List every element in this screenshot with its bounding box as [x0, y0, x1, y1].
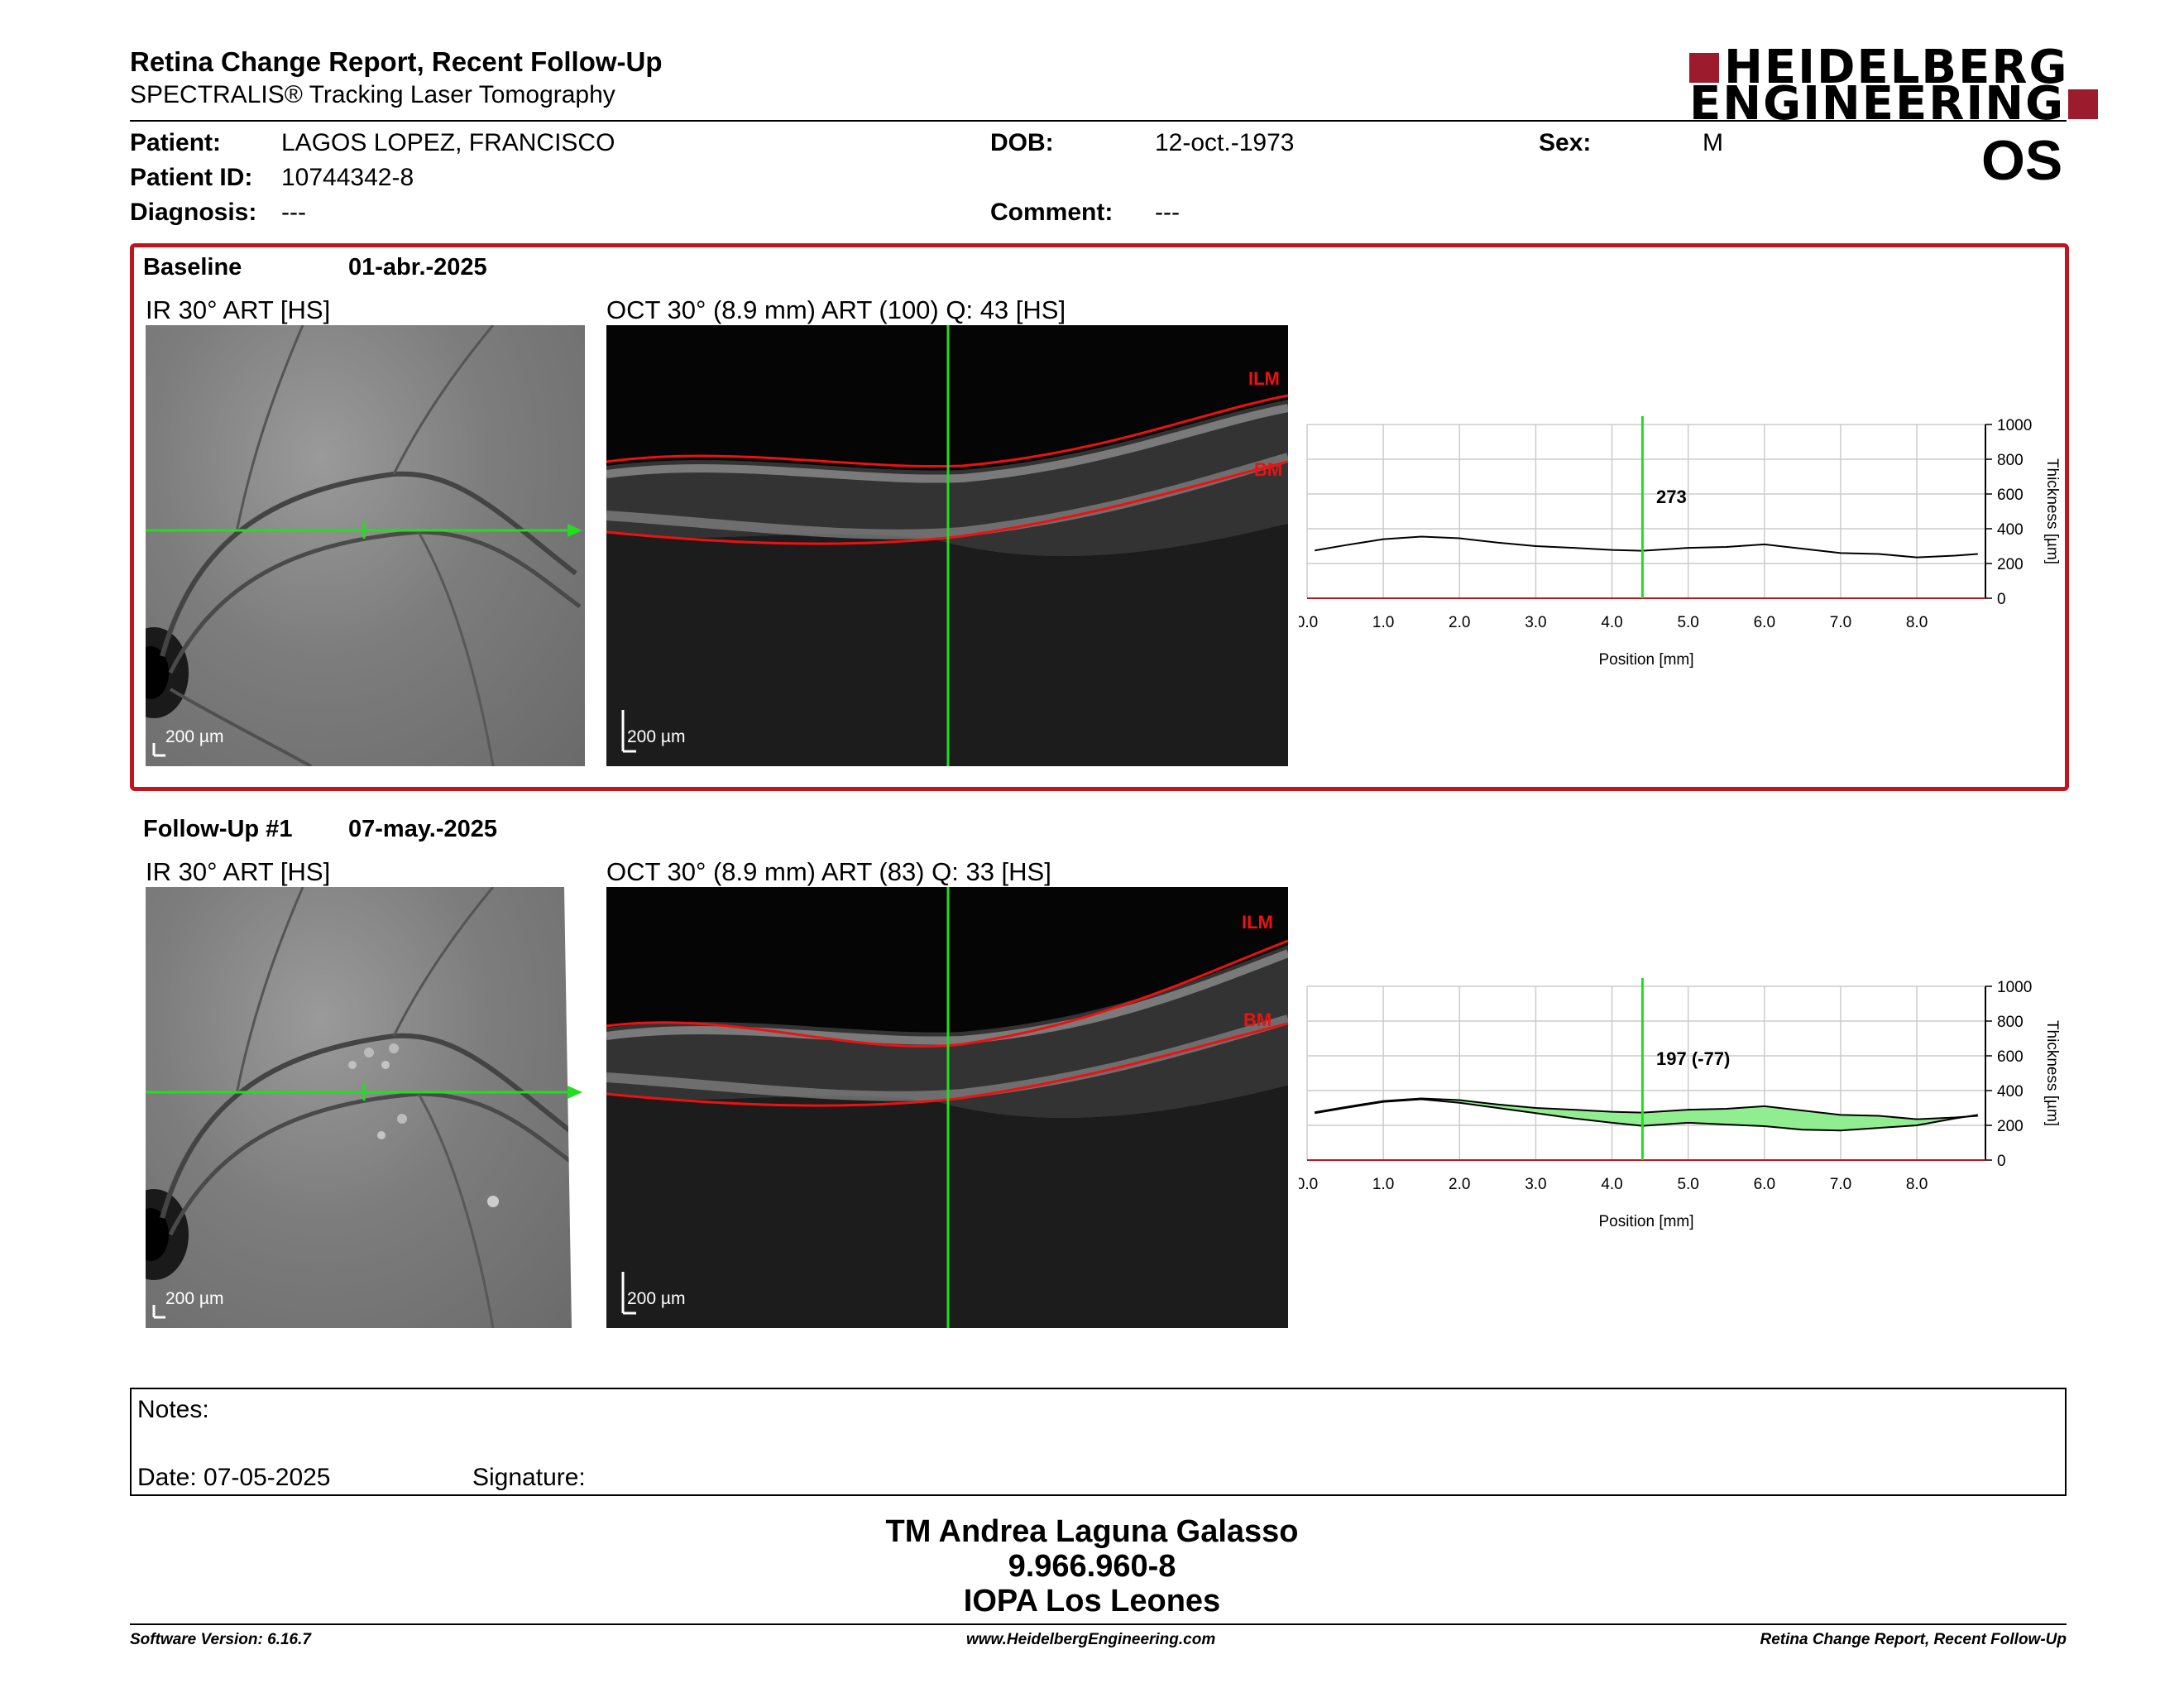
- notes-box[interactable]: Notes: Date: 07-05-2025 Signature:: [130, 1388, 2067, 1496]
- followup-cursor-value: 197 (-77): [1656, 1048, 1731, 1069]
- brand-logo-line2: ENGINEERING: [1689, 77, 2099, 131]
- baseline-ir-vessels: [146, 325, 582, 766]
- x-tick-label: 0.0: [1299, 1176, 1318, 1193]
- x-tick-label: 6.0: [1754, 1176, 1775, 1193]
- baseline-section: [130, 243, 2069, 791]
- followup-oct-label: OCT 30° (8.9 mm) ART (83) Q: 33 [HS]: [606, 857, 1051, 886]
- x-tick-label: 0.0: [1299, 614, 1318, 631]
- logo-square-icon: [1689, 53, 1719, 83]
- baseline-label: Baseline: [143, 254, 242, 281]
- logo-square-icon-2: [2068, 89, 2099, 119]
- footer-website[interactable]: www.HeidelbergEngineering.com: [966, 1631, 1216, 1648]
- followup-date: 07-may.-2025: [348, 816, 498, 842]
- baseline-cursor-value: 273: [1656, 487, 1687, 507]
- sex-value: M: [1703, 129, 1723, 156]
- followup-ir-vessels: [146, 887, 585, 1328]
- comment-label: Comment:: [990, 199, 1114, 226]
- y-tick-label: 400: [1997, 521, 2024, 539]
- y-tick-label: 600: [1997, 487, 2024, 504]
- dob-value: 12-oct.-1973: [1155, 129, 1295, 156]
- followup-oct-image[interactable]: ILM BM 200 µm: [606, 887, 1288, 1328]
- followup-ir-scale: 200 µm: [165, 1289, 224, 1308]
- x-axis-title: Position [mm]: [1598, 651, 1693, 669]
- thickness-series-0: [1315, 535, 1978, 559]
- y-tick-label: 400: [1997, 1083, 2024, 1101]
- report-title: Retina Change Report, Recent Follow-Up: [130, 46, 663, 77]
- x-tick-label: 3.0: [1525, 1176, 1546, 1193]
- baseline-bm-label: BM: [1254, 459, 1283, 480]
- baseline-ir-scale: 200 µm: [165, 727, 224, 746]
- y-axis-title: Thickness [µm]: [2043, 458, 2061, 564]
- x-tick-label: 5.0: [1677, 614, 1698, 631]
- y-tick-label: 200: [1997, 1118, 2024, 1135]
- baseline-oct-label: OCT 30° (8.9 mm) ART (100) Q: 43 [HS]: [606, 295, 1066, 324]
- brand-logo-line1: HEIDELBERG: [1689, 45, 2068, 91]
- header-divider: [130, 120, 2067, 122]
- baseline-oct-image[interactable]: ILM BM 200 µm: [606, 325, 1288, 766]
- logo-text-1: HEIDELBERG: [1724, 41, 2069, 94]
- baseline-oct-bscan: [606, 325, 1288, 766]
- signer-id: 9.966.960-8: [1008, 1549, 1176, 1584]
- y-tick-label: 0: [1997, 1153, 2006, 1170]
- followup-bm-label: BM: [1243, 1009, 1272, 1030]
- notes-signature-label: Signature:: [472, 1464, 586, 1491]
- patient-value: LAGOS LOPEZ, FRANCISCO: [281, 129, 615, 156]
- x-axis-title: Position [mm]: [1598, 1213, 1693, 1230]
- patient-id-label: Patient ID:: [130, 164, 253, 191]
- x-tick-label: 1.0: [1372, 614, 1394, 631]
- dob-label: DOB:: [990, 129, 1054, 156]
- x-tick-label: 2.0: [1449, 1176, 1470, 1193]
- baseline-ir-label: IR 30° ART [HS]: [146, 295, 331, 324]
- x-tick-label: 1.0: [1372, 1176, 1394, 1193]
- followup-thickness-chart: 0.0 1.0 2.0 3.0 4.0 5.0 6.0 7.0 8.0 0 200 400 600 800…: [1299, 978, 2061, 1230]
- x-tick-label: 5.0: [1677, 1176, 1698, 1193]
- y-tick-label: 1000: [1997, 979, 2032, 996]
- followup-ir-image[interactable]: 200 µm: [146, 887, 585, 1328]
- x-tick-label: 8.0: [1906, 1176, 1928, 1193]
- signer-name: TM Andrea Laguna Galasso: [885, 1514, 1299, 1549]
- diagnosis-value: ---: [281, 199, 306, 226]
- x-tick-label: 6.0: [1754, 614, 1775, 631]
- baseline-thickness-chart: 0.0 1.0 2.0 3.0 4.0 5.0 6.0 7.0 8.0 0 200 400 600 800…: [1299, 416, 2061, 669]
- signer-org: IOPA Los Leones: [963, 1584, 1221, 1618]
- report-subtitle: SPECTRALIS® Tracking Laser Tomography: [130, 81, 615, 108]
- x-tick-label: 4.0: [1601, 1176, 1622, 1193]
- patient-label: Patient:: [130, 129, 222, 156]
- x-tick-label: 8.0: [1906, 614, 1928, 631]
- footer-divider: [130, 1623, 2067, 1625]
- patient-id-value: 10744342-8: [281, 164, 414, 191]
- x-tick-label: 2.0: [1449, 614, 1470, 631]
- y-tick-label: 0: [1997, 591, 2006, 608]
- followup-oct-scale: 200 µm: [627, 1289, 686, 1308]
- sex-label: Sex:: [1539, 129, 1592, 156]
- y-axis-title: Thickness [µm]: [2043, 1020, 2061, 1126]
- baseline-ilm-label: ILM: [1248, 368, 1280, 389]
- y-tick-label: 1000: [1997, 417, 2032, 434]
- y-tick-label: 800: [1997, 452, 2024, 469]
- change-area: [1315, 1098, 1978, 1131]
- x-tick-label: 3.0: [1525, 614, 1546, 631]
- footer-report-name: Retina Change Report, Recent Follow-Up: [1760, 1631, 2067, 1648]
- notes-date: Date: 07-05-2025: [137, 1464, 331, 1491]
- y-tick-label: 600: [1997, 1048, 2024, 1066]
- x-tick-label: 7.0: [1830, 1176, 1851, 1193]
- footer-version: Software Version: 6.16.7: [130, 1631, 311, 1648]
- baseline-date: 01-abr.-2025: [348, 254, 487, 281]
- baseline-ir-image[interactable]: 200 µm: [146, 325, 585, 766]
- baseline-oct-scale: 200 µm: [627, 727, 686, 746]
- x-tick-label: 7.0: [1830, 614, 1851, 631]
- followup-ir-label: IR 30° ART [HS]: [146, 857, 331, 886]
- y-tick-label: 200: [1997, 556, 2024, 573]
- followup-oct-bscan: [606, 887, 1288, 1328]
- comment-value: ---: [1155, 199, 1180, 226]
- followup-label: Follow-Up #1: [143, 816, 293, 842]
- x-tick-label: 4.0: [1601, 614, 1622, 631]
- diagnosis-label: Diagnosis:: [130, 199, 257, 226]
- y-tick-label: 800: [1997, 1014, 2024, 1031]
- followup-ilm-label: ILM: [1242, 912, 1273, 933]
- logo-text-2: ENGINEERING: [1689, 77, 2066, 131]
- eye-indicator: OS: [1981, 129, 2063, 192]
- notes-label: Notes:: [137, 1396, 209, 1423]
